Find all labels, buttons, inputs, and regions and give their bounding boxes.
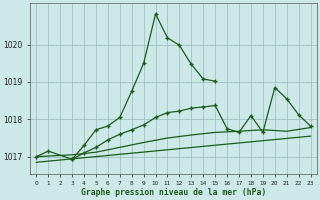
X-axis label: Graphe pression niveau de la mer (hPa): Graphe pression niveau de la mer (hPa) (81, 188, 266, 197)
